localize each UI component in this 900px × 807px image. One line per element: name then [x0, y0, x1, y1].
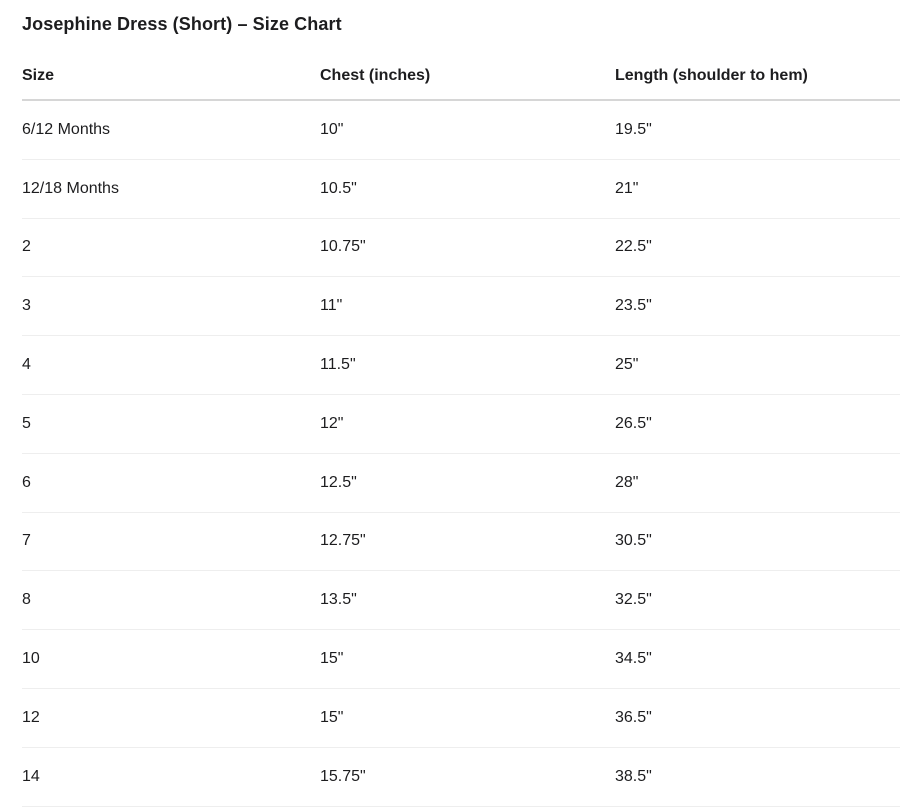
- size-cell: 5: [22, 414, 31, 432]
- size-cell: 12: [22, 708, 40, 726]
- table-row: 10 15" 34.5": [22, 630, 900, 689]
- chest-cell: 13.5": [320, 591, 357, 609]
- chest-cell: 11.5": [320, 356, 356, 374]
- size-chart-table: Size Chest (inches) Length (shoulder to …: [22, 66, 900, 807]
- chest-cell: 12": [320, 414, 344, 432]
- chest-cell: 10.75": [320, 238, 366, 256]
- size-cell: 4: [22, 356, 31, 374]
- header-length: Length (shoulder to hem): [615, 67, 808, 84]
- size-cell: 6/12 Months: [22, 120, 111, 138]
- length-cell: 34.5": [615, 650, 652, 668]
- chest-cell: 15": [320, 650, 344, 668]
- chest-cell: 10.5": [320, 179, 357, 197]
- table-row: 6 12.5" 28": [22, 454, 900, 513]
- length-cell: 32.5": [615, 591, 652, 609]
- chest-cell: 11": [320, 297, 343, 315]
- size-cell: 8: [22, 591, 31, 609]
- length-cell: 30.5": [615, 532, 652, 550]
- table-row: 5 12" 26.5": [22, 395, 900, 454]
- length-cell: 23.5": [615, 297, 652, 315]
- size-cell: 3: [22, 297, 31, 315]
- chest-cell: 12.5": [320, 473, 357, 491]
- chest-cell: 12.75": [320, 532, 366, 550]
- chest-cell: 15.75": [320, 767, 366, 785]
- length-cell: 21": [615, 179, 639, 197]
- chest-cell: 10": [320, 120, 344, 138]
- table-row: 4 11.5" 25": [22, 336, 900, 395]
- length-cell: 22.5": [615, 238, 652, 256]
- table-row: 2 10.75" 22.5": [22, 219, 900, 278]
- header-size: Size: [22, 67, 55, 84]
- table-row: 12 15" 36.5": [22, 689, 900, 748]
- length-cell: 25": [615, 356, 639, 374]
- page-title: Josephine Dress (Short) – Size Chart: [22, 14, 342, 34]
- table-row: 8 13.5" 32.5": [22, 571, 900, 631]
- length-cell: 36.5": [615, 708, 652, 726]
- table-row: 6/12 Months 10" 19.5": [22, 101, 900, 160]
- table-row: 12/18 Months 10.5" 21": [22, 160, 900, 219]
- table-header-row: Size Chest (inches) Length (shoulder to …: [22, 66, 900, 101]
- size-cell: 7: [22, 532, 31, 550]
- size-cell: 10: [22, 650, 40, 668]
- table-row: 7 12.75" 30.5": [22, 513, 900, 572]
- chest-cell: 15": [320, 708, 344, 726]
- size-cell: 12/18 Months: [22, 179, 119, 197]
- size-cell: 2: [22, 238, 31, 256]
- size-cell: 14: [22, 767, 40, 785]
- size-cell: 6: [22, 473, 31, 491]
- length-cell: 19.5": [615, 120, 652, 138]
- header-chest: Chest (inches): [320, 67, 431, 84]
- length-cell: 26.5": [615, 414, 652, 432]
- length-cell: 28": [615, 473, 639, 491]
- table-row: 14 15.75" 38.5": [22, 748, 900, 807]
- table-row: 3 11" 23.5": [22, 277, 900, 337]
- length-cell: 38.5": [615, 767, 652, 785]
